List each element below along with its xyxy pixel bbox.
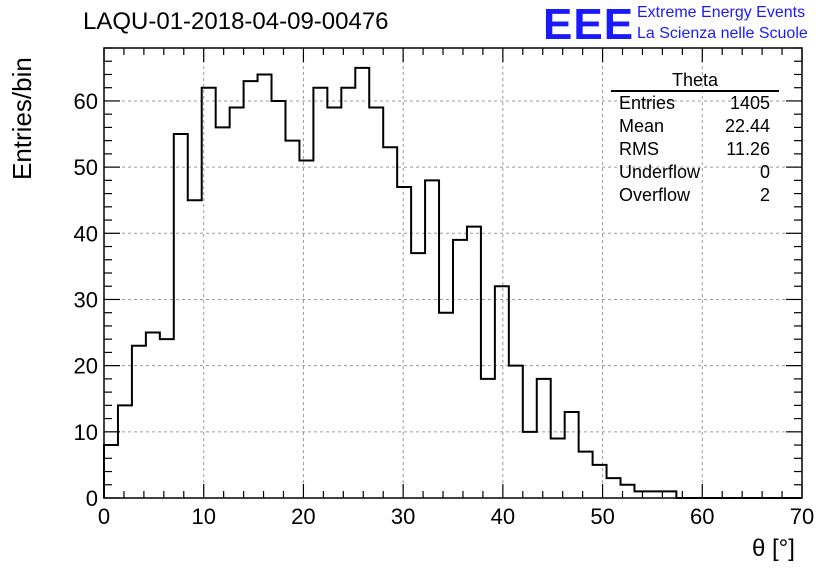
histogram-bin [299,161,313,499]
histogram-bin [551,438,565,498]
x-axis-label: θ [°] [752,535,795,562]
histogram-bin [593,465,607,498]
histogram-bin [579,452,593,498]
histogram-bin [411,253,425,498]
stats-row-mean: Mean 22.44 [611,115,779,138]
histogram-bin [327,108,341,498]
histogram-bin [160,339,174,498]
histogram-bin [369,108,383,498]
stats-value: 22.44 [724,116,770,136]
x-tick-label: 10 [191,504,215,529]
histogram-bin [118,405,132,498]
histogram-bin [425,180,439,498]
stats-value: 11.26 [726,139,770,159]
histogram-bin [383,147,397,498]
histogram-bars [103,66,802,499]
histogram-bin [467,227,481,498]
stats-label: Mean [619,116,665,136]
stats-row-overflow: Overflow 2 [611,184,779,207]
x-tick-label: 0 [98,504,110,529]
eee-logo-line2: La Scienza nelle Scuole [637,25,808,42]
histogram-bin [355,68,369,498]
stats-row-underflow: Underflow 0 [611,161,779,184]
stats-label: RMS [619,139,659,159]
histogram-bin [565,412,579,498]
histogram-bin [523,432,537,498]
histogram-bin [439,313,453,498]
y-tick-label: 10 [74,420,98,445]
axis-ticks [103,47,803,499]
stats-value: 0 [759,162,770,182]
histogram-bin [202,88,216,498]
histogram-bin [537,379,551,498]
stats-title: Theta [611,70,779,92]
histogram-bin [230,108,244,498]
stats-label: Overflow [619,185,691,205]
histogram-bin [146,333,160,498]
histogram-bin [341,88,355,498]
stats-value: 1405 [729,93,770,113]
eee-logo: EEE [543,0,635,49]
histogram-bin [285,141,299,498]
x-tick-label: 30 [391,504,415,529]
histogram-bin [453,240,467,498]
histogram-bin [188,200,202,498]
x-tick-label: 70 [790,504,814,529]
y-tick-label: 60 [74,89,98,114]
y-tick-label: 50 [74,155,98,180]
histogram-bin [495,286,509,498]
histogram-bin [244,81,258,498]
chart-title: LAQU-01-2018-04-09-00476 [83,8,389,35]
x-tick-label: 40 [491,504,515,529]
histogram-bin [216,127,230,498]
stats-row-entries: Entries 1405 [611,92,779,115]
stats-box: Theta Entries 1405 Mean 22.44 RMS 11.26 … [611,70,779,207]
histogram-bin [313,88,327,498]
y-tick-label: 40 [74,221,98,246]
x-tick-label: 20 [291,504,315,529]
stats-row-rms: RMS 11.26 [611,138,779,161]
histogram-outline [103,66,802,499]
y-axis-label: Entries/bin [7,57,37,180]
stats-label: Entries [619,93,676,113]
stats-label: Underflow [619,162,701,182]
y-tick-label: 0 [86,486,98,511]
y-tick-label: 30 [74,287,98,312]
y-tick-label: 20 [74,354,98,379]
histogram-bin [258,74,272,498]
x-tick-label: 50 [590,504,614,529]
grid-lines [104,48,802,498]
histogram-bin [481,379,495,498]
histogram-bin [132,346,146,498]
eee-logo-line1: Extreme Energy Events [637,4,806,21]
x-tick-label: 60 [690,504,714,529]
stats-value: 2 [759,185,770,205]
histogram-bin [607,478,621,498]
histogram-bin [174,134,188,498]
